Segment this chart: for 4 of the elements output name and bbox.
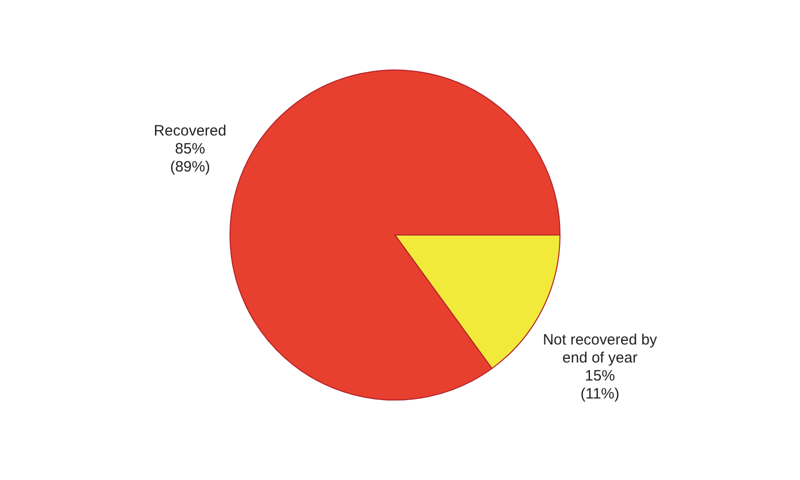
slice-label: Not recovered by end of year: [542, 331, 658, 366]
slice-label: Recovered: [154, 122, 226, 140]
data-label: 85% (89%): [170, 140, 210, 176]
data-label: 15% (11%): [580, 367, 620, 402]
